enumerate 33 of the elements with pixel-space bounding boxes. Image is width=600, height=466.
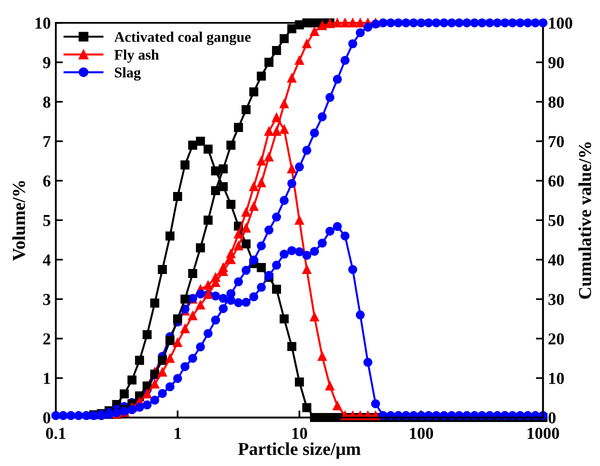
y2-tick-label: 50	[548, 214, 564, 226]
legend-label: Fly ash	[114, 49, 159, 63]
y2-tick-label: 100	[549, 18, 572, 29]
x-tick-label: 10	[292, 428, 308, 439]
y2-tick-label: 80	[548, 96, 564, 108]
y-tick-label: 0	[43, 412, 50, 424]
y-tick-label: 6	[43, 175, 50, 187]
x-tick-label: 100	[410, 428, 434, 439]
y-tick-label: 3	[43, 294, 50, 306]
legend-label: Activated coal gangue	[114, 32, 251, 46]
y-tick-label: 4	[42, 254, 51, 266]
y2-axis-title: Cumulative value/%	[578, 142, 592, 299]
y2-tick-label: 40	[548, 254, 564, 266]
y2-tick-label: 0	[548, 412, 556, 424]
y-tick-label: 9	[43, 57, 50, 68]
y2-tick-label: 30	[548, 294, 564, 306]
y-tick-label: 2	[43, 333, 50, 344]
y2-tick-label: 20	[548, 333, 564, 345]
x-tick-label: 0.1	[46, 428, 66, 440]
x-axis-title: Particle size/μm	[238, 442, 361, 459]
y-tick-label: 10	[36, 18, 50, 29]
legend-label: Slag	[114, 67, 141, 81]
y-axis-title: Volume/%	[12, 181, 26, 261]
y2-tick-label: 70	[548, 136, 564, 148]
y2-tick-label: 90	[548, 57, 564, 68]
y-tick-label: 7	[44, 136, 51, 148]
y-tick-label: 5	[43, 215, 50, 226]
x-tick-label: 1	[174, 428, 181, 439]
x-tick-label: 1000	[528, 428, 560, 439]
y2-tick-label: 10	[549, 372, 564, 384]
y-tick-label: 1	[44, 372, 50, 384]
y-tick-label: 8	[43, 96, 50, 108]
y2-tick-label: 60	[548, 175, 564, 187]
